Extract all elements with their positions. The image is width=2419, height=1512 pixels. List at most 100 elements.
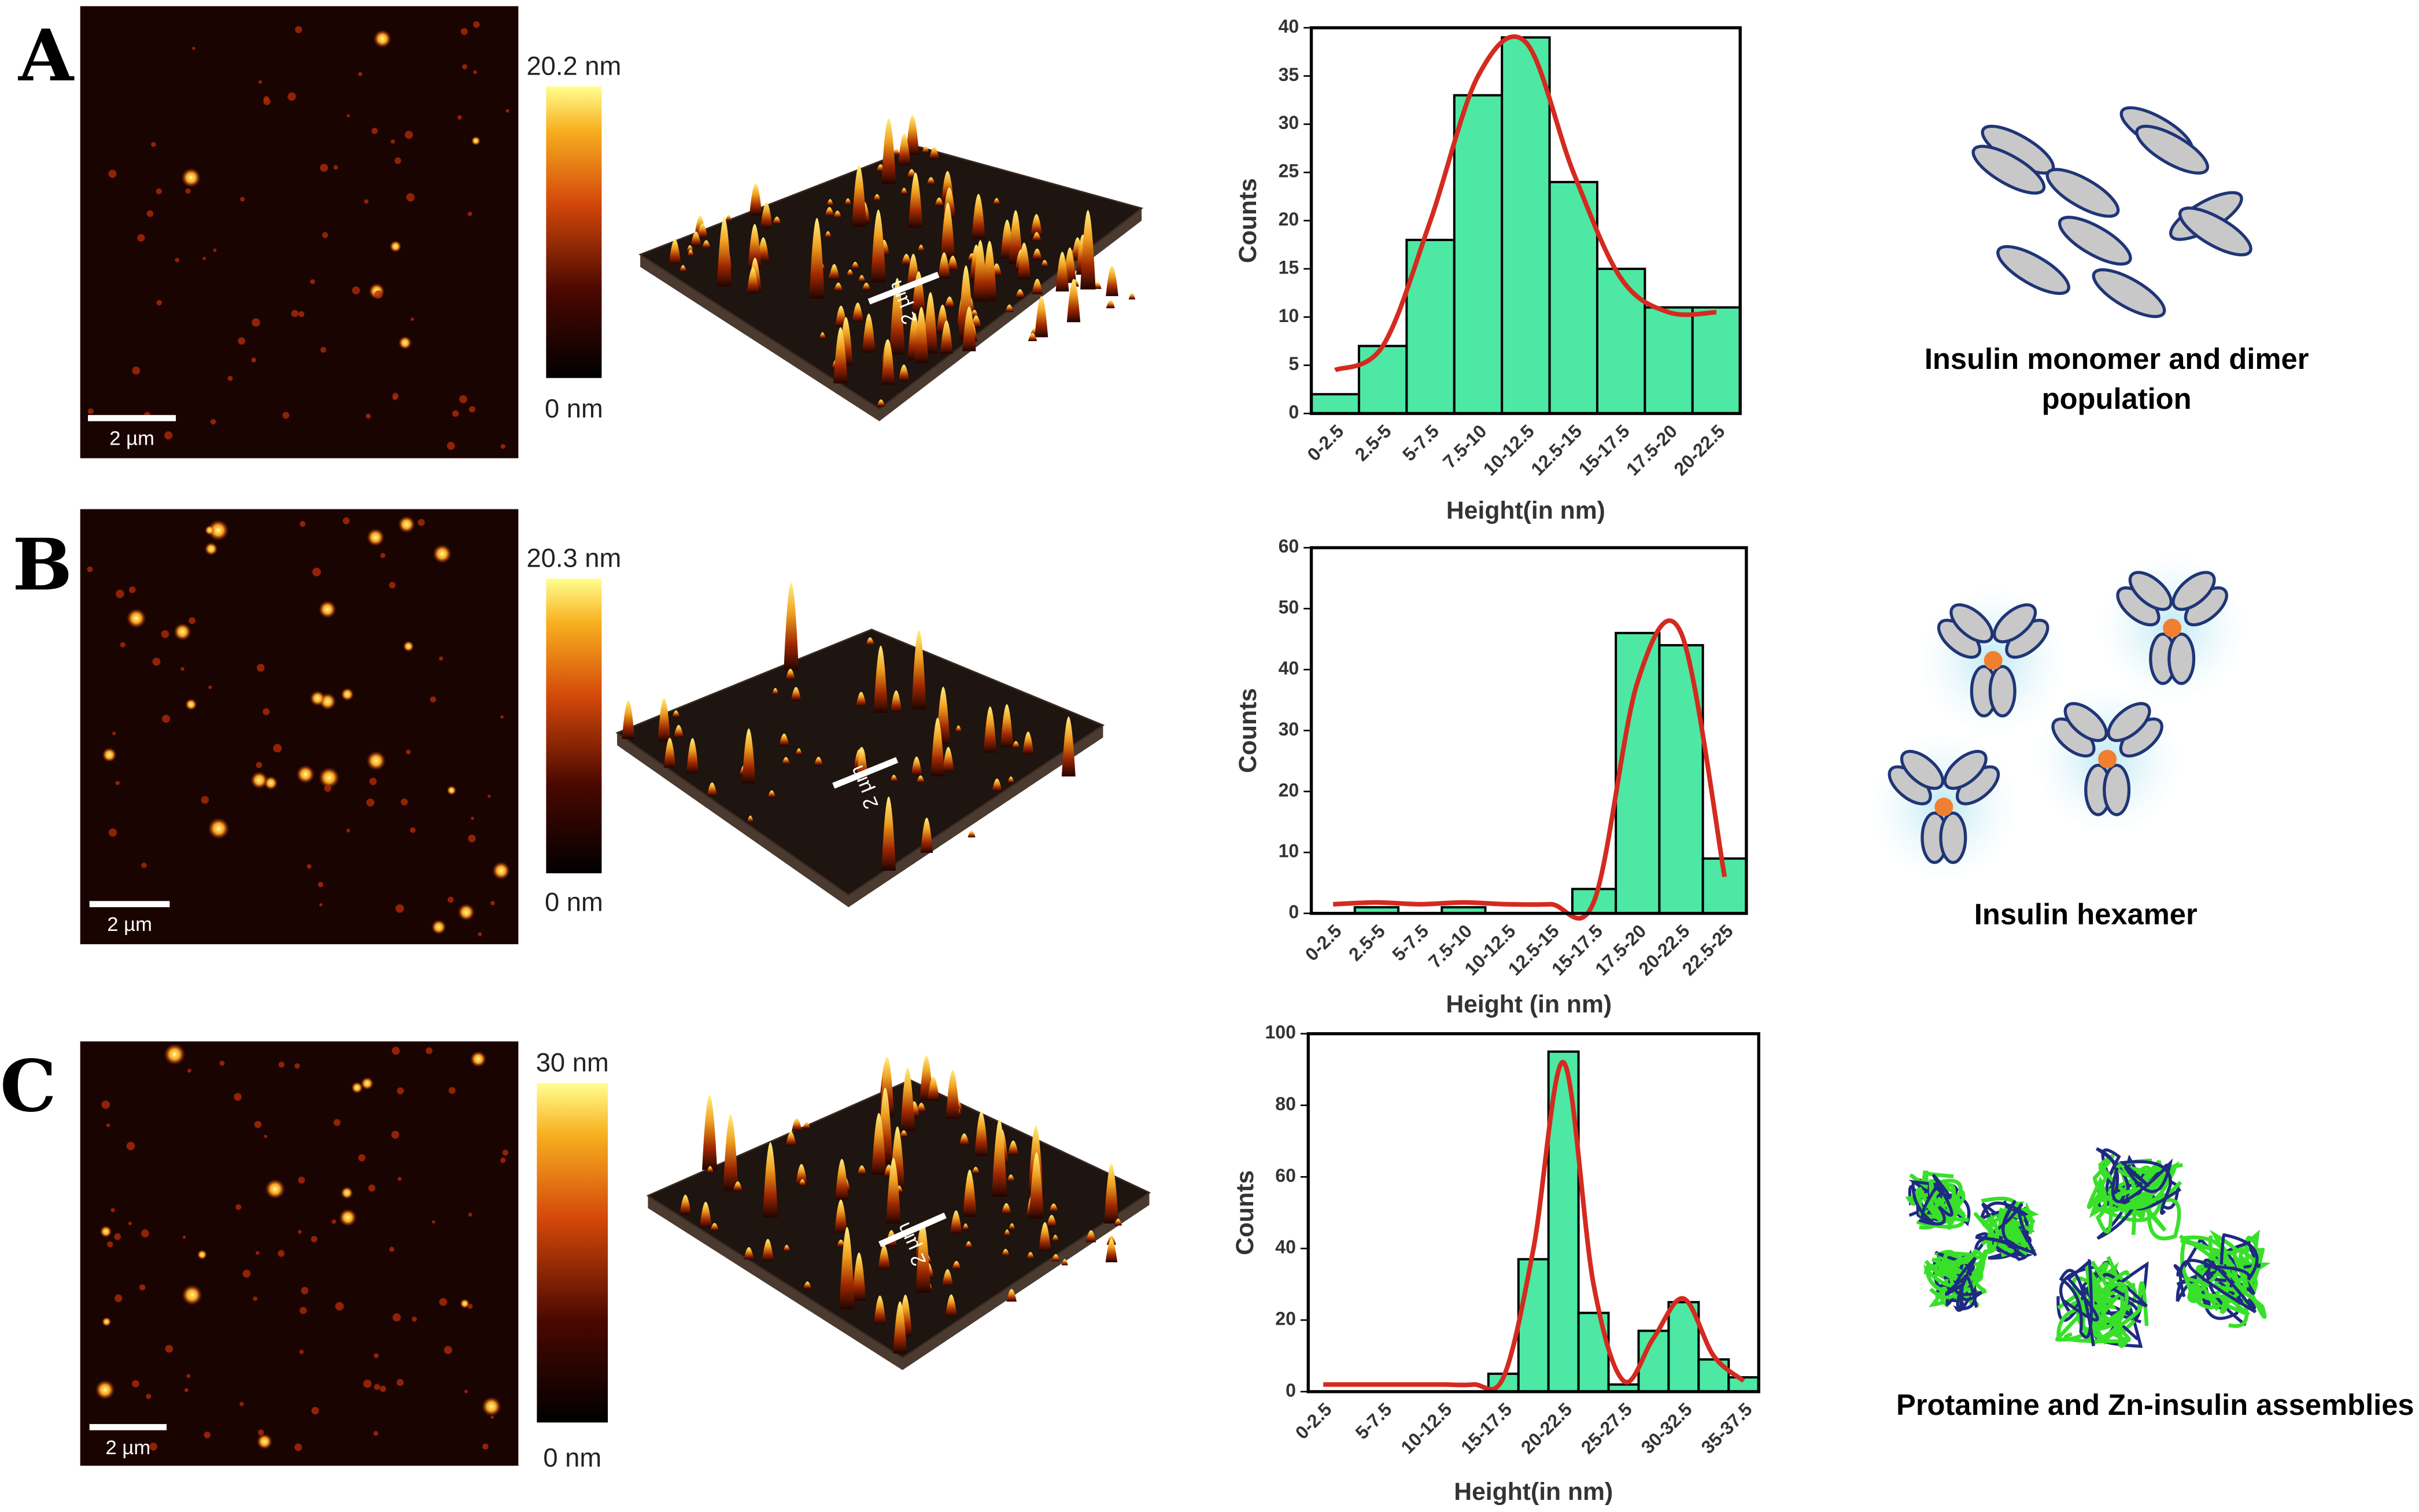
surface-peak xyxy=(993,198,1000,205)
x-tick-label: 12.5-15 xyxy=(1527,420,1586,479)
surface-peak xyxy=(1007,1140,1019,1156)
afm-spot xyxy=(184,1388,189,1392)
afm-spot xyxy=(366,751,386,771)
surface-peak xyxy=(773,216,781,224)
afm-image xyxy=(80,1041,519,1466)
surface-peak xyxy=(963,1169,977,1217)
surface-peak xyxy=(914,306,929,364)
surface-peak xyxy=(877,399,885,407)
afm-spot xyxy=(402,641,414,652)
afm-spot xyxy=(256,1433,272,1450)
afm-spot xyxy=(379,1385,386,1392)
afm-spot xyxy=(186,1374,191,1378)
afm-spot xyxy=(258,80,262,84)
afm-image xyxy=(80,509,519,945)
afm-spot xyxy=(395,904,404,913)
afm-spot xyxy=(235,1204,242,1210)
surface-peak xyxy=(826,199,834,206)
afm-spot xyxy=(156,188,162,194)
afm-spot xyxy=(418,519,425,526)
surface-peak xyxy=(1104,1163,1119,1224)
surface-peak xyxy=(839,1227,855,1309)
afm-spot xyxy=(189,617,195,624)
bar xyxy=(1501,36,1551,415)
surface-peak xyxy=(834,1199,847,1233)
surface-peak xyxy=(1006,1289,1017,1302)
x-tick-label: 0-2.5 xyxy=(1303,420,1347,465)
afm-spot xyxy=(346,114,350,117)
afm-spot xyxy=(457,115,462,120)
surface-peak xyxy=(747,267,759,294)
surface-peak xyxy=(889,278,905,354)
afm-spot xyxy=(446,785,457,796)
afm-spot xyxy=(208,818,230,840)
afm-spot xyxy=(452,410,459,417)
surface-peak xyxy=(795,748,802,755)
y-tick-label: 100 xyxy=(1265,1022,1296,1042)
surface-peak xyxy=(717,217,732,287)
afm-spot xyxy=(320,164,328,172)
scale-bar-label: 2 µm xyxy=(107,914,152,936)
afm-spot xyxy=(126,1141,135,1151)
surface-peak xyxy=(725,215,732,221)
afm-spot xyxy=(146,210,154,217)
x-tick-label: 5-7.5 xyxy=(1351,1399,1396,1443)
afm-spot xyxy=(341,1186,353,1199)
x-axis-title: Height (in nm) xyxy=(1446,990,1612,1018)
bar xyxy=(1658,644,1704,915)
x-tick-label: 10-12.5 xyxy=(1397,1399,1456,1458)
afm-spot xyxy=(161,630,169,638)
surface-peak xyxy=(1007,1174,1015,1181)
surface-peak xyxy=(852,302,863,322)
y-axis-title: Counts xyxy=(1231,1170,1259,1255)
surface-peak xyxy=(972,194,985,239)
surface-peak xyxy=(779,733,789,746)
surface-peak xyxy=(870,209,886,283)
surface-peak xyxy=(767,790,776,798)
y-tick-label: 15 xyxy=(1279,257,1299,278)
surface-peak xyxy=(809,218,825,299)
surface-peak xyxy=(908,172,923,228)
afm-spot xyxy=(300,1307,307,1314)
surface-peak xyxy=(833,282,843,291)
surface-peak xyxy=(1085,1230,1096,1243)
afm-spot xyxy=(312,567,321,576)
afm-spot xyxy=(265,1179,285,1199)
afm-spot xyxy=(460,28,468,35)
afm-spot xyxy=(182,1285,202,1306)
afm-spot xyxy=(234,1093,242,1101)
afm-spot xyxy=(373,29,392,48)
surface-peak xyxy=(911,756,922,776)
plot-frame xyxy=(1309,26,1742,415)
colorbar xyxy=(546,578,602,874)
afm-spot xyxy=(464,1389,468,1393)
assembly-strand xyxy=(2188,1233,2259,1314)
surface-peak xyxy=(944,296,955,308)
hexamer-subunit xyxy=(1992,603,2037,644)
colorbar-min: 0 nm xyxy=(543,1443,601,1472)
surface-peak xyxy=(785,1131,796,1146)
afm-spot xyxy=(251,357,257,363)
afm-spot xyxy=(300,521,306,527)
assembly-strand xyxy=(1981,1202,2025,1258)
afm-spot xyxy=(201,796,209,804)
hexamer-subunit xyxy=(1988,665,2017,718)
surface-peak xyxy=(852,1252,866,1301)
surface-peak xyxy=(891,690,902,712)
afm-spot xyxy=(342,517,350,524)
afm-spot xyxy=(500,1158,506,1163)
y-tick-label: 40 xyxy=(1275,1237,1296,1258)
afm-spot xyxy=(306,864,312,869)
surface-peak xyxy=(1032,248,1042,260)
afm-spot xyxy=(295,26,302,34)
surface-peak xyxy=(962,306,976,352)
afm-spot xyxy=(208,685,212,689)
surface-peak xyxy=(873,1295,887,1325)
afm-spot xyxy=(404,131,413,139)
y-tick-label: 30 xyxy=(1279,112,1299,133)
afm-spot xyxy=(152,657,161,666)
fit-curve xyxy=(1323,1060,1745,1392)
afm-spot xyxy=(256,664,265,672)
surface-peak xyxy=(686,245,694,252)
surface-peak xyxy=(906,114,919,155)
